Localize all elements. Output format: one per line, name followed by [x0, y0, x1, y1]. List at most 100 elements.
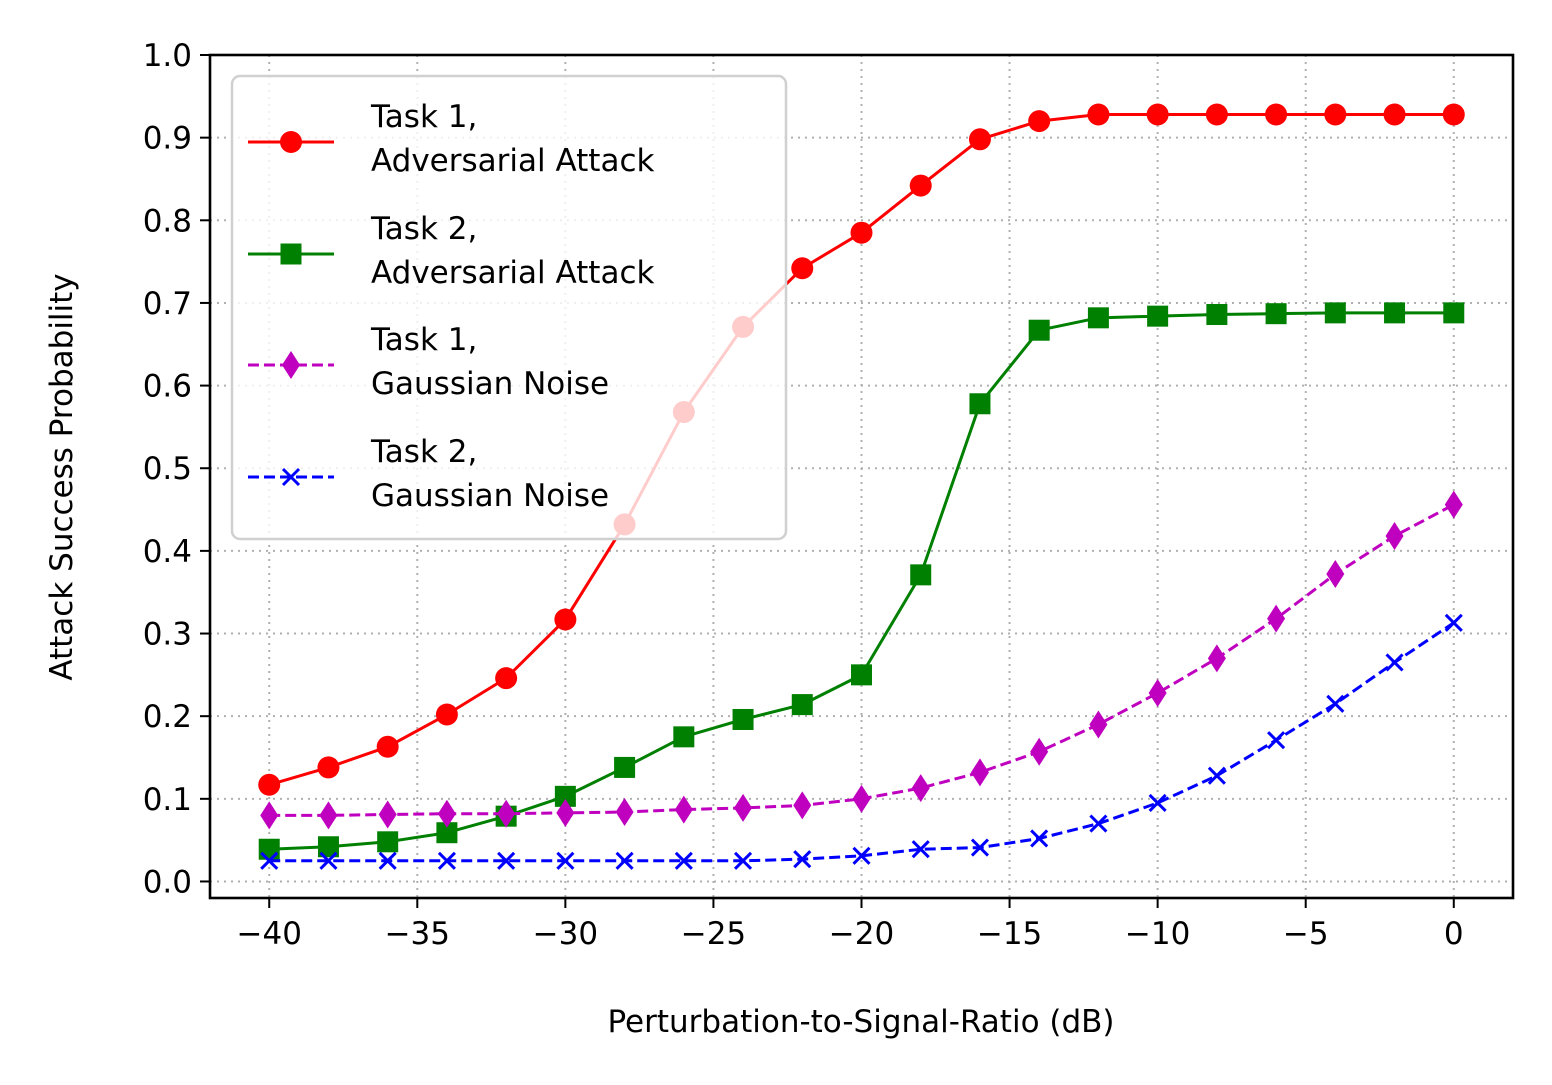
- data-point: [554, 785, 576, 807]
- data-point: [1087, 307, 1109, 329]
- x-tick-label: −40: [237, 916, 302, 952]
- data-point: [1206, 304, 1228, 326]
- x-tick-label: −30: [533, 916, 598, 952]
- data-point: [437, 851, 456, 870]
- data-point: [258, 838, 280, 860]
- data-point: [436, 822, 458, 844]
- x-tick-label: −10: [1125, 916, 1190, 952]
- data-point: [260, 801, 279, 830]
- data-point: [852, 784, 871, 813]
- legend-label-line2: Gaussian Noise: [371, 478, 609, 514]
- y-tick-label: 0.0: [143, 864, 192, 900]
- data-point: [1030, 737, 1049, 766]
- legend-marker: [280, 131, 302, 153]
- y-tick-label: 0.5: [143, 451, 192, 487]
- data-point: [969, 393, 991, 415]
- data-point: [1326, 560, 1345, 589]
- data-point: [1384, 302, 1406, 324]
- data-point: [437, 799, 456, 828]
- data-point: [319, 851, 338, 870]
- data-point: [732, 708, 754, 730]
- data-point: [1207, 766, 1226, 785]
- data-point: [1148, 679, 1167, 708]
- data-point: [1146, 103, 1169, 126]
- y-tick-label: 0.4: [143, 534, 192, 570]
- data-point: [1267, 731, 1286, 750]
- legend: Task 1, Adversarial Attack Task 2, Adversar…: [230, 74, 788, 541]
- y-tick-label: 0.7: [143, 286, 192, 322]
- data-point: [554, 608, 577, 631]
- data-point: [435, 703, 458, 726]
- y-tick-label: 0.1: [143, 782, 192, 818]
- data-point: [1089, 814, 1108, 833]
- data-point: [852, 846, 871, 865]
- legend-entry: Task 1, Gaussian Noise: [248, 322, 609, 402]
- data-point: [495, 667, 518, 690]
- data-point: [258, 773, 281, 796]
- data-point: [378, 800, 397, 829]
- data-point: [1442, 103, 1465, 126]
- y-tick-label: 1.0: [143, 38, 192, 74]
- x-tick-label: −15: [977, 916, 1042, 952]
- data-point: [1383, 103, 1406, 126]
- data-point: [317, 836, 339, 858]
- legend-marker: [280, 243, 302, 265]
- data-point: [376, 735, 399, 758]
- y-tick-label: 0.6: [143, 369, 192, 405]
- data-point: [1324, 103, 1347, 126]
- data-point: [673, 726, 695, 748]
- data-point: [1385, 522, 1404, 551]
- legend-marker: [281, 467, 301, 487]
- data-point: [1030, 829, 1049, 848]
- data-point: [911, 840, 930, 859]
- data-point: [1444, 613, 1463, 632]
- data-point: [1028, 319, 1050, 341]
- data-point: [319, 801, 338, 830]
- data-point: [1205, 103, 1228, 126]
- series-3: [260, 490, 1463, 830]
- data-point: [556, 798, 575, 827]
- data-point: [615, 798, 634, 827]
- data-point: [733, 851, 753, 870]
- data-point: [910, 564, 932, 586]
- legend-label-line1: Task 1,: [370, 99, 477, 135]
- legend-entry: Task 2, Adversarial Attack: [248, 211, 654, 291]
- data-point: [1444, 490, 1463, 519]
- x-tick-label: −20: [829, 916, 894, 952]
- data-point: [674, 851, 693, 870]
- legend-label-line1: Task 2,: [370, 211, 477, 247]
- y-tick-label: 0.3: [143, 617, 192, 653]
- data-point: [1148, 793, 1167, 813]
- y-axis-label: Attack Success Probability: [44, 273, 80, 680]
- data-point: [317, 756, 340, 779]
- data-point: [793, 850, 812, 869]
- legend-label-line1: Task 1,: [370, 322, 477, 358]
- data-point: [556, 851, 575, 870]
- data-point: [1267, 604, 1286, 633]
- data-point: [260, 851, 279, 870]
- y-tick-label: 0.2: [143, 699, 192, 735]
- x-tick-label: −5: [1283, 916, 1329, 952]
- data-point: [614, 756, 636, 778]
- data-point: [497, 851, 516, 870]
- legend-marker: [282, 351, 300, 379]
- data-point: [1087, 103, 1110, 126]
- series-2: [258, 302, 1465, 860]
- x-tick-label: 0: [1444, 916, 1464, 952]
- x-tick-label: −35: [385, 916, 450, 952]
- data-point: [851, 664, 872, 686]
- series-layer: [258, 103, 1465, 870]
- y-tick-label: 0.8: [143, 203, 192, 239]
- data-point: [734, 793, 753, 822]
- data-point: [970, 758, 989, 787]
- data-point: [968, 128, 991, 151]
- legend-label-line2: Adversarial Attack: [371, 255, 654, 291]
- y-tick-label: 0.9: [143, 121, 192, 157]
- x-axis-label: Perturbation-to-Signal-Ratio (dB): [607, 1004, 1114, 1040]
- legend-label-line1: Task 2,: [370, 434, 477, 470]
- data-point: [1147, 305, 1169, 327]
- data-point: [377, 831, 399, 853]
- data-point: [1443, 302, 1465, 324]
